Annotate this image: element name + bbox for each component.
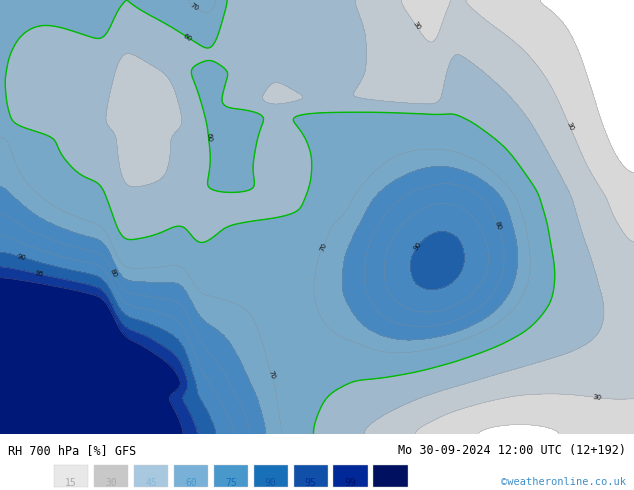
Text: 80: 80: [108, 268, 118, 278]
Text: 30: 30: [592, 394, 602, 401]
Text: 90: 90: [265, 478, 276, 489]
Text: 95: 95: [305, 478, 316, 489]
Text: 70: 70: [318, 242, 328, 252]
Text: 30: 30: [105, 478, 117, 489]
Bar: [294, 465, 328, 487]
Bar: [373, 465, 408, 487]
Text: 70: 70: [267, 369, 276, 380]
Text: 15: 15: [65, 478, 77, 489]
Text: Mo 30-09-2024 12:00 UTC (12+192): Mo 30-09-2024 12:00 UTC (12+192): [398, 444, 626, 457]
Bar: [333, 465, 368, 487]
Text: RH 700 hPa [%] GFS: RH 700 hPa [%] GFS: [8, 444, 136, 457]
Text: 75: 75: [225, 478, 236, 489]
Text: 70: 70: [189, 2, 200, 12]
Bar: [174, 465, 208, 487]
Bar: [54, 465, 88, 487]
Bar: [254, 465, 288, 487]
Bar: [94, 465, 128, 487]
Text: 95: 95: [34, 270, 44, 278]
Text: 80: 80: [493, 220, 502, 231]
Text: 99: 99: [345, 478, 356, 489]
Text: ©weatheronline.co.uk: ©weatheronline.co.uk: [501, 477, 626, 487]
Text: 30: 30: [411, 21, 422, 31]
Text: 90: 90: [413, 241, 423, 251]
Text: 45: 45: [145, 478, 157, 489]
Text: 90: 90: [16, 253, 27, 261]
Bar: [134, 465, 168, 487]
Text: 60: 60: [185, 478, 197, 489]
Text: 60: 60: [205, 132, 212, 142]
Text: 30: 30: [565, 121, 574, 131]
Bar: [214, 465, 248, 487]
Text: 100: 100: [382, 478, 399, 489]
Text: 60: 60: [183, 32, 193, 42]
